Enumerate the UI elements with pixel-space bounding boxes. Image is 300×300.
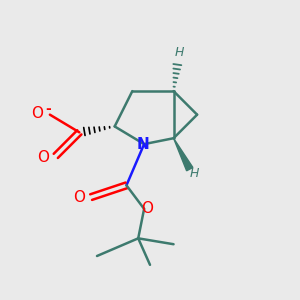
Text: H: H: [175, 46, 184, 59]
Text: O: O: [38, 150, 50, 165]
Text: O: O: [141, 201, 153, 216]
Text: O: O: [31, 106, 43, 121]
Text: H: H: [190, 167, 199, 180]
Polygon shape: [174, 138, 193, 171]
Text: O: O: [73, 190, 85, 205]
Text: -: -: [46, 102, 51, 116]
Text: N: N: [136, 137, 149, 152]
